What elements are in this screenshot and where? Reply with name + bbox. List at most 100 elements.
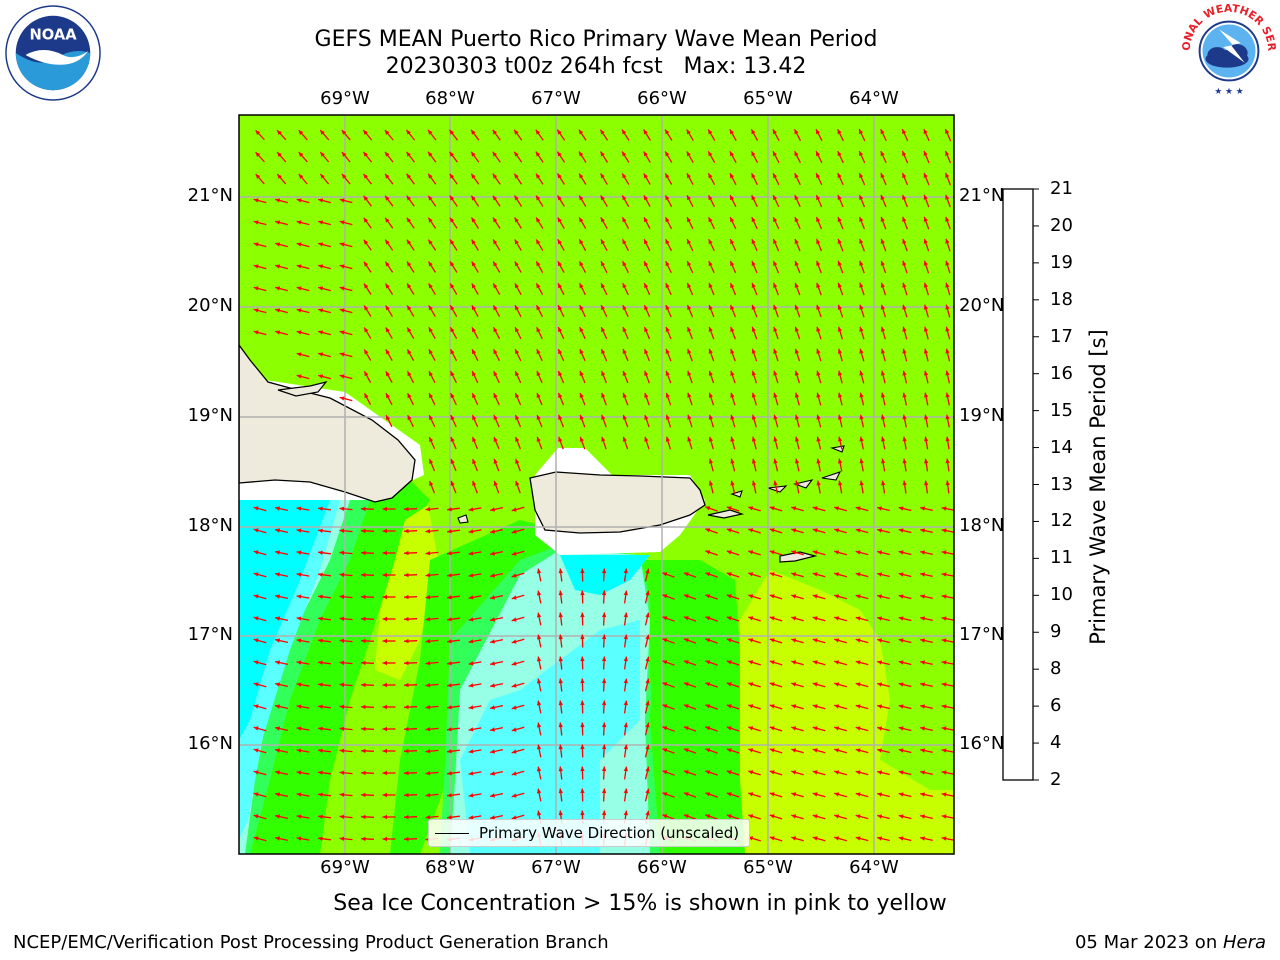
wave-arrow [726, 594, 740, 600]
wave-arrow [729, 260, 737, 274]
wave-arrow [599, 129, 609, 141]
wave-arrow [791, 748, 804, 754]
wave-arrow [945, 370, 951, 384]
wave-arrow [578, 217, 587, 229]
wave-arrow [557, 195, 565, 207]
wave-arrow [253, 814, 267, 820]
wave-arrow [816, 260, 822, 274]
wave-arrow [880, 370, 886, 384]
wave-arrow [816, 414, 822, 428]
wave-arrow [665, 414, 672, 428]
wave-arrow [941, 550, 954, 555]
wave-arrow [855, 528, 869, 534]
wave-arrow [816, 458, 821, 472]
wave-arrow [341, 173, 351, 185]
wave-arrow [447, 815, 460, 820]
wave-arrow [511, 748, 525, 754]
wave-arrow [253, 704, 267, 710]
wave-arrow [794, 348, 801, 362]
wave-arrow [600, 216, 608, 230]
wave-arrow [578, 238, 587, 252]
wave-arrow [683, 594, 697, 600]
wave-arrow [557, 260, 565, 274]
wave-arrow [643, 348, 651, 362]
wave-arrow [643, 304, 651, 318]
wave-arrow [769, 616, 783, 622]
wave-arrow [880, 326, 886, 340]
wave-arrow [558, 656, 563, 670]
wave-arrow [705, 506, 718, 512]
wave-arrow [601, 744, 607, 758]
wave-arrow [536, 656, 542, 670]
wave-arrow [730, 458, 736, 472]
wave-arrow [447, 617, 460, 622]
wave-arrow [644, 722, 650, 736]
wave-arrow [901, 150, 909, 164]
wave-arrow [318, 638, 331, 643]
wave-arrow [339, 374, 353, 380]
wave-arrow [880, 194, 887, 208]
wave-arrow [623, 568, 628, 582]
wave-arrow [425, 815, 439, 820]
wave-arrow [773, 304, 779, 318]
wave-arrow [599, 151, 609, 163]
wave-arrow [319, 151, 330, 163]
wave-arrow [945, 260, 951, 274]
wave-arrow [902, 348, 908, 362]
wave-arrow [579, 326, 586, 340]
wave-arrow [468, 573, 482, 578]
wave-arrow [558, 612, 563, 626]
wave-arrow [274, 528, 289, 534]
wave-arrow [449, 261, 458, 273]
wave-arrow [601, 612, 607, 626]
wave-arrow [773, 326, 779, 340]
wave-arrow [726, 748, 740, 754]
wave-arrow [579, 348, 586, 362]
wave-arrow [687, 370, 693, 384]
wave-arrow [339, 572, 353, 577]
wave-arrow [898, 726, 912, 732]
wave-arrow [511, 704, 525, 710]
wave-arrow [794, 370, 801, 384]
wave-arrow [920, 506, 933, 512]
wave-arrow [791, 572, 804, 578]
wave-arrow [514, 348, 522, 362]
wave-arrow [515, 458, 521, 472]
footer-branch: NCEP/EMC/Verification Post Processing Pr… [13, 932, 609, 953]
wave-arrow [622, 282, 629, 296]
wave-arrow [708, 326, 715, 340]
wave-arrow [514, 304, 522, 318]
wave-arrow [644, 744, 650, 758]
wave-arrow [751, 348, 758, 362]
wave-arrow [791, 704, 804, 710]
wave-arrow [579, 414, 586, 428]
wave-arrow [920, 704, 933, 710]
wave-arrow [425, 705, 439, 710]
wave-arrow [705, 594, 718, 600]
wave-arrow [708, 238, 715, 252]
wave-arrow [318, 550, 331, 555]
wave-arrow [428, 326, 436, 340]
wave-arrow [536, 414, 543, 428]
wave-arrow [622, 260, 629, 274]
wave-arrow [665, 348, 672, 362]
wave-arrow [944, 172, 952, 186]
wave-arrow [274, 682, 289, 688]
wave-arrow [902, 370, 908, 384]
wave-arrow [726, 682, 740, 688]
wave-arrow [748, 748, 761, 754]
wave-arrow [877, 704, 890, 710]
wave-arrow [945, 436, 950, 450]
wave-arrow [489, 550, 504, 556]
lon-tick-label-top: 67°W [531, 88, 581, 109]
wave-arrow [729, 282, 737, 296]
land-virgin-islands [730, 445, 845, 498]
wave-arrow [901, 172, 909, 186]
wave-arrow [382, 792, 396, 798]
wave-arrow [834, 682, 847, 688]
wave-arrow [877, 660, 890, 666]
lat-tick-label-right: 16°N [959, 733, 1005, 754]
wave-arrow [493, 370, 500, 384]
colorbar-tick-label: 19 [1050, 251, 1073, 273]
wave-arrow [275, 264, 288, 270]
